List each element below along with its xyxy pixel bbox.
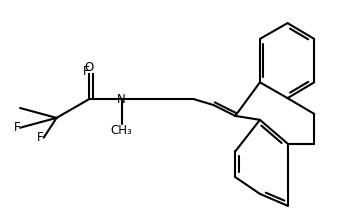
Text: O: O — [85, 61, 94, 75]
Text: F: F — [82, 65, 89, 78]
Text: F: F — [37, 131, 44, 144]
Text: N: N — [117, 93, 126, 106]
Text: CH₃: CH₃ — [111, 124, 133, 137]
Text: F: F — [13, 121, 20, 134]
